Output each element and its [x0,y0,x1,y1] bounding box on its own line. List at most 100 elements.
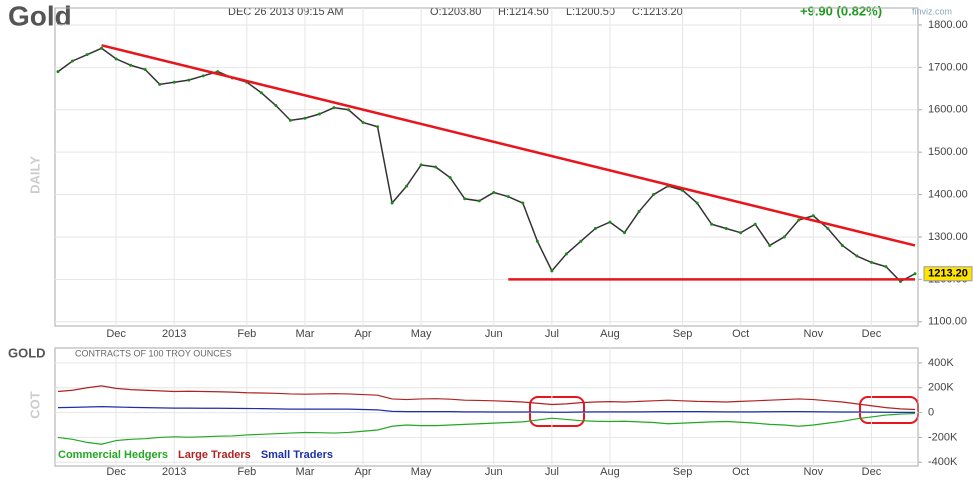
legend-entry: Small Traders [261,449,333,461]
change: +9.90 (0.82%) [800,3,882,18]
x-tick-label: Sep [673,466,693,478]
data-point [753,222,757,226]
y-tick-label: 1400.00 [928,188,968,200]
data-point [884,265,888,269]
plot-frame [54,7,919,327]
data-point [114,57,118,61]
x-tick-label: May [411,328,432,340]
trendline [101,44,916,247]
data-line [57,47,916,283]
data-point [579,239,583,243]
plot-frame [54,347,919,467]
data-point [187,78,191,82]
data-point [855,254,859,258]
x-tick-label: Oct [732,466,749,478]
data-point [317,112,321,116]
data-point [506,195,510,199]
data-point [71,59,75,63]
x-tick-label: Jun [485,328,503,340]
y-tick-label: 400K [928,357,954,369]
x-tick-label: Apr [354,328,371,340]
data-point [390,201,394,205]
x-tick-label: Dec [106,466,126,478]
y-tick-label: 0 [928,406,934,418]
data-point [826,226,830,230]
data-point [695,201,699,205]
x-tick-label: Feb [237,328,256,340]
data-point [521,201,525,205]
y-axis-label: DAILY [27,156,42,194]
data-line [57,406,915,413]
y-tick-label: -200K [928,431,958,443]
x-tick-label: Dec [862,328,882,340]
x-tick-label: Oct [732,328,749,340]
data-point [797,218,801,222]
open: O:1203.80 [430,6,481,18]
x-tick-label: Mar [295,466,314,478]
data-point [840,243,844,247]
data-point [869,260,873,264]
x-tick-label: May [411,466,432,478]
data-point [898,279,902,283]
data-point [535,239,539,243]
data-point [259,91,263,95]
x-tick-label: Nov [804,466,824,478]
data-line [57,412,916,445]
data-point [564,252,568,256]
y-tick-label: 1800.00 [928,19,968,31]
close: C:1213.20 [632,6,683,18]
data-point [448,176,452,180]
x-tick-label: Mar [295,328,314,340]
x-tick-label: Aug [600,466,620,478]
data-point [216,70,220,74]
data-point [782,235,786,239]
x-tick-label: Apr [354,466,371,478]
data-point [811,214,815,218]
data-point [492,190,496,194]
data-point [622,231,626,235]
y-tick-label: -400K [928,456,958,468]
data-point [550,269,554,273]
x-tick-label: 2013 [162,466,186,478]
data-point [405,184,409,188]
x-tick-label: Sep [673,328,693,340]
data-point [913,272,917,276]
x-tick-label: Jul [545,466,559,478]
data-point [710,222,714,226]
x-tick-label: Dec [106,328,126,340]
legend-entry: Large Traders [178,449,251,461]
x-tick-label: 2013 [162,328,186,340]
data-point [288,118,292,122]
y-tick-label: 1500.00 [928,146,968,158]
x-tick-label: Jul [545,328,559,340]
data-point [158,82,162,86]
data-point [332,106,336,110]
data-point [172,80,176,84]
high: H:1214.50 [498,6,549,18]
cot-subtitle: CONTRACTS OF 100 TROY OUNCES [75,348,232,358]
data-point [419,163,423,167]
data-point [739,231,743,235]
y-tick-label: 1700.00 [928,61,968,73]
data-point [593,226,597,230]
y-tick-label: 1300.00 [928,231,968,243]
highlight-oval [859,396,919,424]
data-point [477,199,481,203]
date: DEC 26 2013 09:15 AM [228,6,344,18]
y-tick-label: 1100.00 [928,316,967,328]
legend-entry: Commercial Hedgers [58,449,168,461]
x-tick-label: Aug [600,328,620,340]
data-point [303,116,307,120]
low: L:1200.50 [566,6,615,18]
data-point [724,226,728,230]
data-point [376,125,380,129]
data-point [768,243,772,247]
y-tick-label: 200K [928,382,954,394]
x-tick-label: Nov [804,328,824,340]
data-point [56,70,60,74]
cot-title: GOLD [8,345,46,360]
data-point [608,220,612,224]
data-line [57,385,916,411]
y-tick-label: 1600.00 [928,104,968,116]
